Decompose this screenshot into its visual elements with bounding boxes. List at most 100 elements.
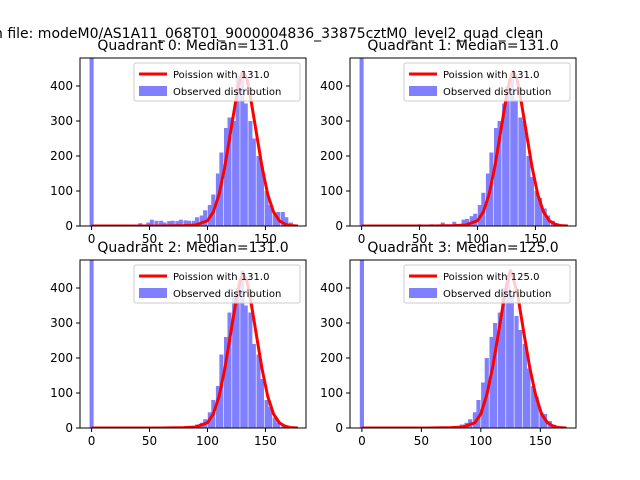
legend: Poission with 131.0 Observed distribution [133,62,301,102]
legend-bar-swatch [409,86,437,96]
histogram-bar [452,221,457,226]
histogram-bar [280,426,285,428]
legend-label-observed: Observed distribution [173,289,281,300]
y-tick-label: 0 [65,219,73,233]
legend-box [403,62,571,102]
y-tick-label: 300 [320,114,343,128]
histogram-bar [215,386,220,428]
subplot-title: Quadrant 3: Median=125.0 [367,240,558,256]
x-tick-label: 150 [254,232,277,246]
x-tick-label: 100 [469,434,492,448]
histogram-bar [272,213,277,226]
histogram-bar [243,103,248,226]
histogram-bar [235,75,240,226]
legend-bar-swatch [139,86,167,96]
histogram-bar [534,191,539,226]
histogram-bar [256,354,261,428]
x-tick-label: 50 [142,434,157,448]
subplot-title: Quadrant 1: Median=131.0 [367,38,558,54]
histogram-bar [89,260,94,428]
histogram-bar [243,305,248,428]
legend-label-poisson: Poission with 131.0 [173,70,269,81]
histogram-bar [162,222,167,226]
histogram-bar [167,221,172,226]
histogram-bar [268,205,273,226]
histogram-bar [509,295,514,428]
histogram-bar [284,217,289,226]
legend-label-observed: Observed distribution [173,87,281,98]
legend-label-observed: Observed distribution [443,87,551,98]
histogram-bar [149,219,154,226]
legend-box [403,264,571,304]
axes-frame [79,259,307,429]
y-tick-label: 400 [320,281,343,295]
x-tick-label: 0 [358,434,366,448]
y-tick-label: 200 [320,351,343,365]
histogram-bar [232,295,237,428]
subplot-quadrant-1: 0 50 100 150 0 100 200 300 400 Quadrant 1: Median… [320,38,577,246]
y-tick-label: 0 [335,219,343,233]
y-tick-label: 200 [50,149,73,163]
x-tick-label: 0 [88,232,96,246]
axes-frame [349,259,577,429]
y-tick-label: 200 [320,149,343,163]
y-tick-label: 0 [335,421,343,435]
x-tick-label: 50 [142,232,157,246]
y-tick-label: 400 [50,281,73,295]
axes-frame [79,57,307,227]
histogram-bar [191,220,196,226]
histogram-bar [232,121,237,226]
histogram-bar [186,220,191,226]
histogram-bar [502,103,507,226]
y-tick-label: 100 [50,386,73,400]
histogram-bar [224,128,229,226]
legend-label-observed: Observed distribution [443,289,551,300]
x-tick-label: 100 [196,232,219,246]
legend: Poission with 131.0 Observed distribution [133,264,301,304]
histogram-bar [159,220,164,226]
histogram-bar [473,213,478,226]
histogram-bar [359,58,364,226]
histogram-bar [506,277,511,428]
legend: Poission with 131.0 Observed distribution [403,62,571,102]
histogram-bar [539,412,544,428]
y-tick-label: 0 [65,421,73,435]
legend-label-poisson: Poission with 125.0 [443,272,539,283]
legend-bar-swatch [409,288,437,298]
legend-label-poisson: Poission with 131.0 [173,272,269,283]
histogram-bar [259,166,264,226]
subplot-quadrant-0: 0 50 100 150 0 100 200 300 400 Quadrant 0: Median… [50,38,307,246]
histogram-bar [248,312,253,428]
histogram-bar [505,86,510,226]
histogram-bar [542,208,547,226]
histogram-bar [175,221,180,226]
x-tick-label: 100 [196,434,219,448]
histogram-bar [183,220,188,226]
subplot-quadrant-2: 0 50 100 150 0 100 200 300 400 Quadrant 2: Median… [50,240,307,448]
histogram-bar [514,316,519,428]
figure-suptitle: n file: modeM0/AS1A11_068T01_9000004836_… [0,26,543,42]
histogram-bar [280,212,285,226]
legend-box [133,264,301,304]
y-tick-label: 100 [50,184,73,198]
histogram-bar [461,219,466,226]
x-tick-label: 150 [254,434,277,448]
histogram-bar [494,128,499,226]
x-tick-label: 0 [88,434,96,448]
legend-bar-swatch [139,288,167,298]
y-tick-label: 300 [320,316,343,330]
histogram-bar [235,288,240,428]
histogram-bar [203,210,208,226]
histogram-bar [513,100,518,226]
histogram-bar [469,216,474,226]
y-tick-label: 300 [50,114,73,128]
y-tick-label: 400 [50,79,73,93]
histogram-bar [493,323,498,428]
histogram-bar [268,407,273,428]
x-tick-label: 100 [466,232,489,246]
histogram-bar [248,121,253,226]
legend-label-poisson: Poission with 131.0 [443,70,539,81]
histogram-bar [240,72,245,226]
histogram-bar [534,396,539,428]
histogram-bar [170,220,175,226]
